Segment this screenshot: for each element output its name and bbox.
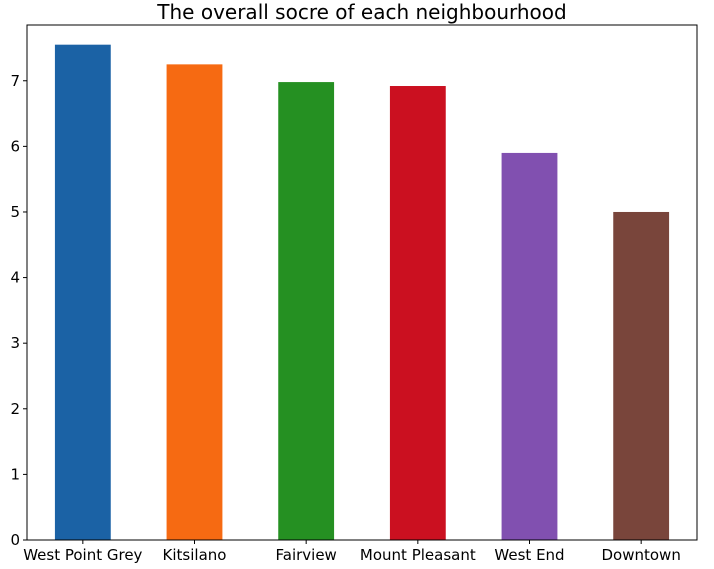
y-tick-label: 1 [10, 465, 20, 483]
bars-layer [54, 44, 670, 541]
y-tick-label: 0 [10, 531, 20, 549]
bar-downtown [613, 211, 670, 540]
x-axis: West Point Grey Kitsilano Fairview Mount Pl… [23, 540, 681, 564]
chart-title: The overall socre of each neighbourhood [156, 0, 566, 24]
x-tick-label: Mount Pleasant [360, 546, 476, 564]
plot-frame [26, 24, 698, 541]
x-tick-label: West Point Grey [23, 546, 142, 564]
bar-west-end [501, 152, 558, 540]
y-tick-label: 6 [10, 137, 20, 155]
x-tick-label: Fairview [276, 546, 337, 564]
x-tick-label: Downtown [601, 546, 680, 564]
y-tick-label: 2 [10, 400, 20, 418]
x-tick-label: Kitsilano [163, 546, 227, 564]
bar-kitsilano [166, 64, 223, 541]
bar-fairview [278, 82, 335, 540]
y-tick-label: 3 [10, 334, 20, 352]
y-tick-label: 4 [10, 269, 20, 287]
bar-mount-pleasant [389, 86, 446, 540]
y-tick-label: 5 [10, 203, 20, 221]
y-tick-label: 7 [10, 72, 20, 90]
x-tick-label: West End [494, 546, 564, 564]
y-axis: 0 1 2 3 4 5 6 7 [10, 72, 27, 549]
bar-west-point-grey [54, 44, 111, 541]
